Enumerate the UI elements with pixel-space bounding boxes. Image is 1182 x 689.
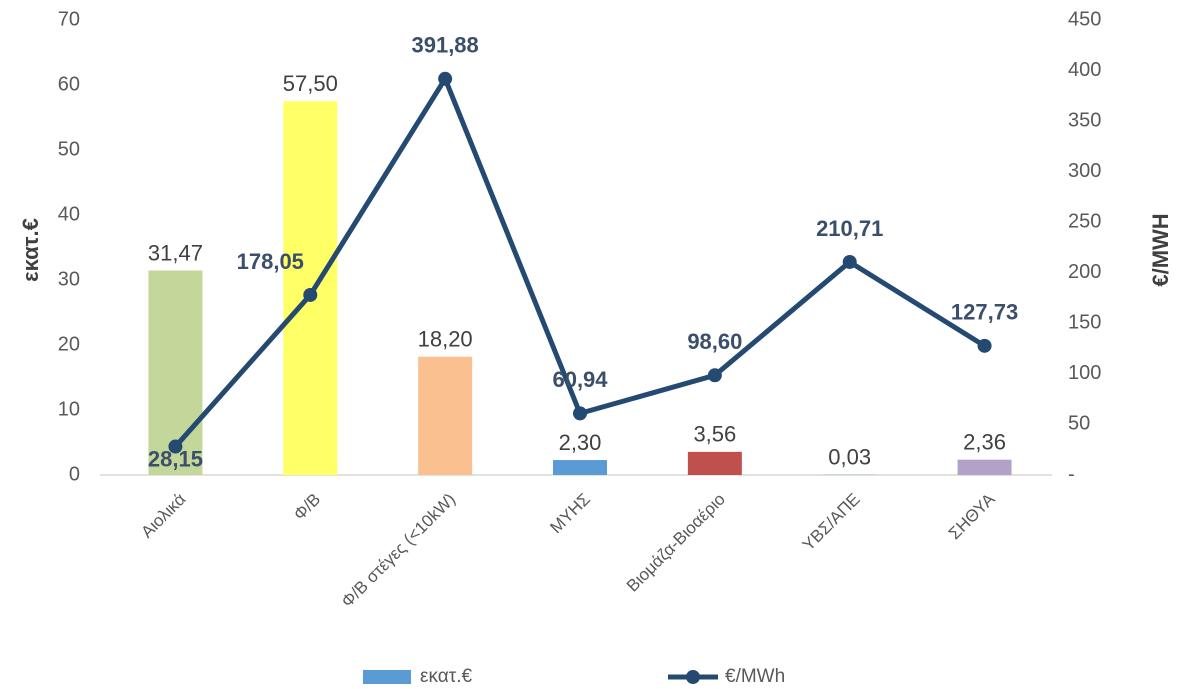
y2-tick-label: 350: [1068, 109, 1101, 131]
y2-axis-title: €/MWH: [1148, 213, 1173, 286]
legend-swatch: [363, 670, 411, 684]
y2-tick-label: 200: [1068, 261, 1101, 283]
line-value-label: 98,60: [687, 329, 742, 354]
legend-label: €/MWh: [725, 666, 785, 687]
x-tick-label: Φ/Β στέγες (<10kW): [338, 490, 460, 612]
x-tick-label: Αιολικά: [137, 489, 189, 541]
line-point: [573, 406, 587, 421]
line-point: [168, 439, 183, 454]
line-point: [842, 254, 857, 269]
y-tick-label: 10: [58, 398, 80, 420]
x-tick-label: ΣΗΘΥΑ: [945, 489, 999, 543]
line-point: [438, 71, 453, 86]
legend-label: εκατ.€: [420, 666, 473, 687]
y2-tick-label: 300: [1068, 160, 1101, 182]
line-point: [303, 287, 318, 302]
x-tick-label: ΥΒΣ/ΑΠΕ: [799, 490, 864, 555]
y-tick-label: 60: [58, 73, 80, 95]
line-value-label: 28,15: [148, 446, 203, 471]
y-axis-title: εκατ.€: [18, 218, 43, 282]
bar: [553, 460, 607, 475]
y-tick-label: 50: [58, 138, 80, 160]
legend-marker: [686, 670, 700, 684]
bar-value-label: 2,36: [963, 429, 1006, 454]
line-value-label: 60,94: [552, 367, 608, 392]
y-tick-label: 20: [58, 333, 80, 355]
y-tick-label: 40: [58, 203, 80, 225]
y2-tick-label: 250: [1068, 211, 1101, 233]
x-tick-label: Φ/Β: [290, 490, 324, 524]
y2-tick-label: 50: [1068, 413, 1090, 435]
y-tick-label: 30: [58, 268, 80, 290]
x-tick-label: Βιομάζα-Βιοαέριο: [623, 490, 729, 596]
y2-tick-label: 100: [1068, 362, 1101, 384]
line-value-label: 391,88: [411, 33, 478, 58]
bar: [957, 459, 1012, 475]
line-point: [977, 338, 992, 353]
bar-value-label: 3,56: [693, 422, 736, 447]
bar-value-label: 57,50: [283, 71, 338, 96]
y2-tick-label: -: [1068, 463, 1075, 485]
bar: [687, 451, 742, 475]
line-value-label: 178,05: [237, 249, 304, 274]
bar: [418, 356, 473, 475]
y-tick-label: 0: [69, 463, 80, 485]
x-tick-label: ΜΥΗΣ: [546, 490, 594, 538]
y2-tick-label: 450: [1068, 8, 1101, 30]
y2-tick-label: 150: [1068, 312, 1101, 334]
y-tick-label: 70: [58, 8, 80, 30]
bar-value-label: 18,20: [418, 327, 473, 352]
bar-value-label: 31,47: [148, 240, 203, 265]
line-point: [707, 368, 722, 383]
line-value-label: 210,71: [816, 216, 883, 241]
y2-tick-label: 400: [1068, 59, 1101, 81]
bar-value-label: 2,30: [559, 430, 602, 455]
line-value-label: 127,73: [951, 300, 1018, 325]
bar-value-label: 0,03: [828, 445, 871, 470]
